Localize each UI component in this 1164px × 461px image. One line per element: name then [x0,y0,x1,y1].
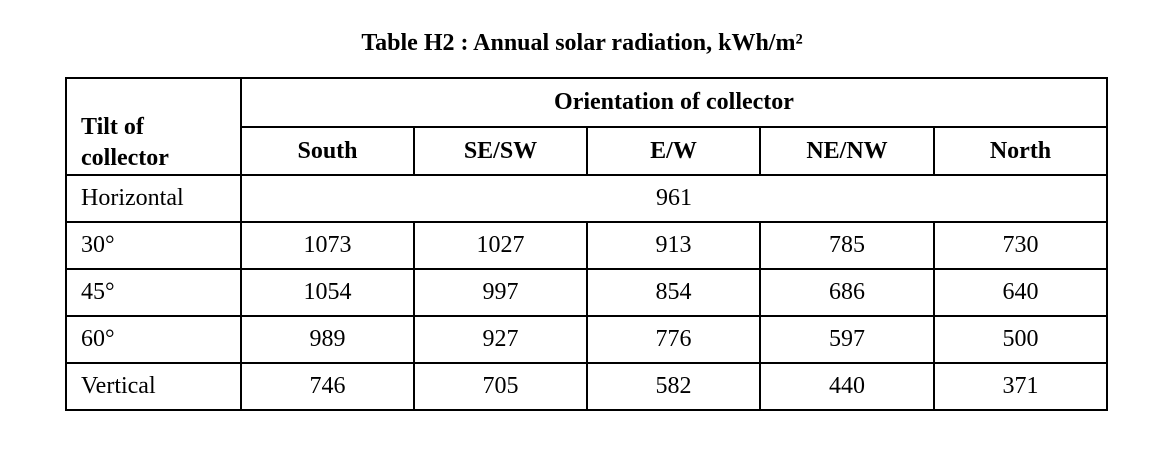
solar-radiation-table: Tilt of collector Orientation of collect… [65,77,1108,411]
value-cell: 597 [759,315,935,364]
value-cell: 785 [759,221,935,270]
value-cell: 927 [413,315,588,364]
table-caption: Table H2 : Annual solar radiation, kWh/m… [361,30,803,56]
tilt-header: Tilt of collector [65,77,242,176]
merged-value-cell: 961 [240,174,1108,223]
value-cell: 776 [586,315,761,364]
value-cell: 500 [933,315,1108,364]
direction-header-south: South [240,126,415,176]
direction-header-e-w: E/W [586,126,761,176]
value-cell: 997 [413,268,588,317]
value-cell: 1027 [413,221,588,270]
value-cell: 640 [933,268,1108,317]
row-tilt-label: 30° [65,221,242,270]
value-cell: 989 [240,315,415,364]
orientation-header: Orientation of collector [240,77,1108,128]
table-row: 30° 1073 1027 913 785 730 [65,221,1108,270]
value-cell: 686 [759,268,935,317]
value-cell: 913 [586,221,761,270]
value-cell: 1054 [240,268,415,317]
value-cell: 1073 [240,221,415,270]
value-cell: 582 [586,362,761,411]
value-cell: 440 [759,362,935,411]
row-tilt-label: 45° [65,268,242,317]
row-tilt-label: 60° [65,315,242,364]
value-cell: 730 [933,221,1108,270]
table-row: 45° 1054 997 854 686 640 [65,268,1108,317]
direction-header-ne-nw: NE/NW [759,126,935,176]
value-cell: 705 [413,362,588,411]
value-cell: 746 [240,362,415,411]
table-row: Horizontal 961 [65,174,1108,223]
direction-header-north: North [933,126,1108,176]
table-row: 60° 989 927 776 597 500 [65,315,1108,364]
row-tilt-label: Horizontal [65,174,242,223]
value-cell: 371 [933,362,1108,411]
row-tilt-label: Vertical [65,362,242,411]
value-cell: 854 [586,268,761,317]
table-row: Vertical 746 705 582 440 371 [65,362,1108,411]
direction-header-se-sw: SE/SW [413,126,588,176]
